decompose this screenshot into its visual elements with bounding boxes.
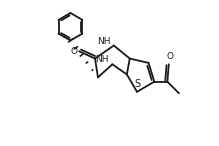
Text: O: O (167, 52, 174, 61)
Text: NH: NH (97, 37, 110, 46)
Text: O: O (71, 47, 78, 56)
Text: NH: NH (95, 55, 109, 65)
Text: S: S (135, 79, 141, 89)
